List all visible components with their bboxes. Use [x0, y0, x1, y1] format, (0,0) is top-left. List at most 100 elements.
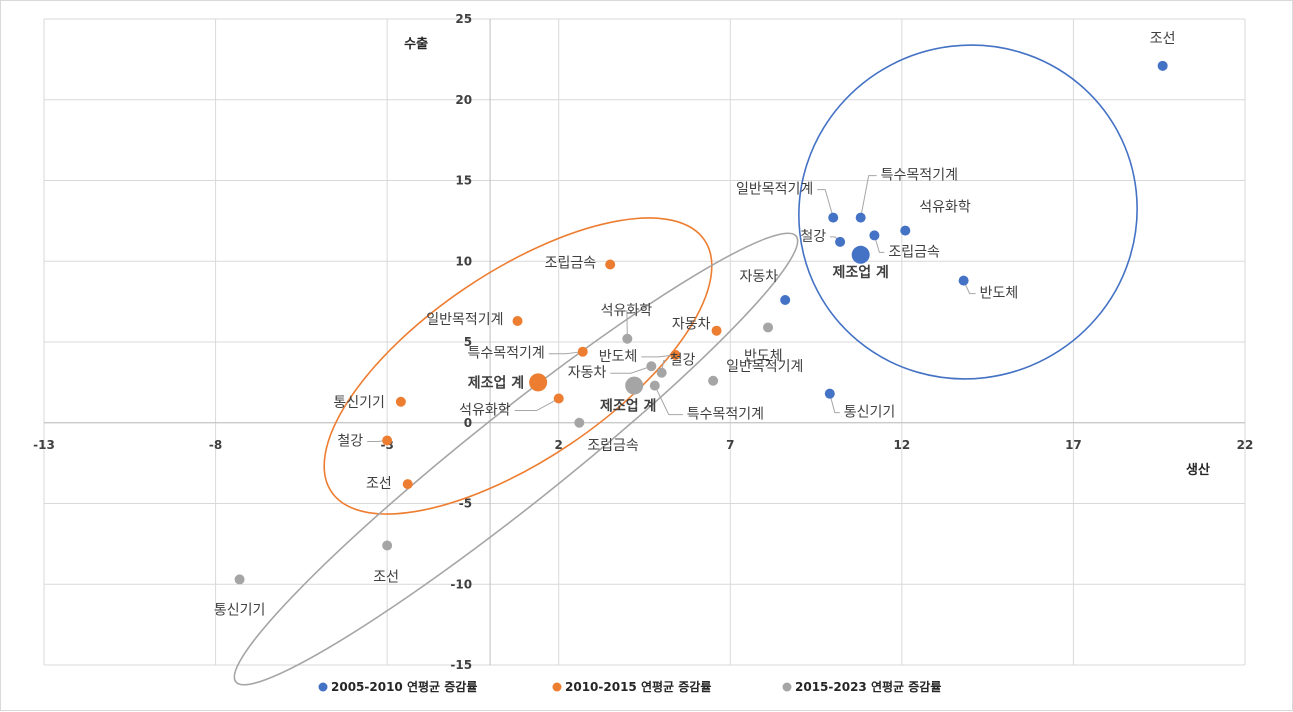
data-label: 자동차 [568, 365, 607, 381]
leader-line [860, 175, 877, 218]
data-label: 철강 [800, 229, 826, 245]
legend-label: 2015-2023 연평균 증감률 [795, 679, 941, 694]
x-tick-label: -8 [209, 438, 222, 452]
data-point [395, 396, 406, 407]
data-points [234, 60, 1168, 585]
data-label: 자동차 [672, 317, 711, 333]
leader-line [817, 189, 834, 218]
leader-line [514, 398, 559, 412]
data-point [512, 316, 523, 327]
data-label: 일반목적기계 [426, 312, 503, 328]
data-label-total: 제조업 계 [832, 265, 888, 281]
data-point [656, 367, 667, 378]
data-point [574, 417, 585, 428]
leader-line [829, 393, 840, 414]
y-tick-label: 0 [464, 416, 472, 430]
data-label: 조립금속 [587, 438, 639, 454]
x-axis-title: 생산 [1186, 462, 1210, 478]
ellipse-2015-2023 [233, 232, 799, 686]
data-label: 석유화학 [601, 303, 653, 319]
data-point [1157, 60, 1168, 71]
data-label: 조선 [373, 569, 399, 585]
leader-line [654, 385, 683, 416]
y-tick-label: 25 [455, 12, 472, 26]
data-label: 조선 [1150, 31, 1176, 47]
group-ellipses [233, 44, 1138, 686]
data-point [824, 388, 835, 399]
data-label: 통신기기 [214, 602, 266, 618]
data-point [711, 325, 722, 336]
data-label: 조선 [366, 476, 392, 492]
legend-label: 2005-2010 연평균 증감률 [331, 679, 477, 694]
data-point [900, 225, 911, 236]
x-tick-label: 17 [1065, 438, 1082, 452]
grid-lines [43, 18, 1246, 666]
data-point [646, 361, 657, 372]
y-tick-label: 15 [455, 174, 472, 188]
ellipse-2010-2015 [323, 217, 713, 515]
leader-line [641, 354, 676, 358]
data-point [869, 230, 880, 241]
y-axis-title: 수출 [404, 36, 428, 52]
data-point [855, 212, 866, 223]
ellipse-2005-2010 [798, 44, 1138, 380]
leader-line [626, 310, 628, 339]
data-point [649, 380, 660, 391]
x-tick-label: 22 [1237, 438, 1254, 452]
x-tick-label: -13 [33, 438, 55, 452]
data-point [382, 435, 393, 446]
data-point [234, 574, 245, 585]
data-point-total [529, 373, 548, 392]
y-tick-label: -10 [450, 577, 472, 591]
data-point [553, 393, 564, 404]
data-label: 통신기기 [333, 395, 385, 411]
data-label: 석유화학 [919, 200, 971, 216]
data-label: 자동차 [740, 269, 779, 285]
x-tick-label: 12 [894, 438, 911, 452]
leader-line [873, 235, 885, 253]
data-point [577, 346, 588, 357]
data-label: 일반목적기계 [736, 182, 813, 198]
label-leader-lines [367, 175, 976, 443]
data-label: 석유화학 [459, 403, 511, 419]
data-label: 반도체 [980, 286, 1019, 302]
legend-label: 2010-2015 연평균 증감률 [565, 679, 711, 694]
data-point [958, 275, 969, 286]
data-label: 특수목적기계 [467, 346, 544, 362]
y-tick-label: 20 [455, 93, 472, 107]
data-point-total [625, 376, 644, 395]
data-label: 조립금속 [545, 255, 597, 271]
data-point [708, 375, 719, 386]
data-point [780, 295, 791, 306]
data-point [622, 333, 633, 344]
data-label: 통신기기 [844, 405, 896, 421]
data-label: 철강 [337, 434, 363, 450]
data-label-total: 제조업 계 [468, 375, 524, 391]
leader-line [548, 351, 583, 355]
leader-line [610, 365, 652, 374]
data-label-total: 제조업 계 [600, 399, 656, 415]
data-label: 특수목적기계 [687, 407, 764, 423]
x-tick-label: 2 [555, 438, 563, 452]
data-label: 철강 [670, 353, 696, 369]
data-label: 일반목적기계 [726, 359, 803, 375]
legend: 2005-2010 연평균 증감률 2010-2015 연평균 증감률 2015-2… [318, 679, 941, 694]
data-point [382, 540, 393, 551]
data-label: 반도체 [744, 348, 783, 364]
data-point [605, 259, 616, 270]
data-label: 특수목적기계 [881, 168, 958, 184]
legend-marker [782, 682, 792, 692]
y-tick-label: 5 [464, 335, 472, 349]
legend-marker [318, 682, 328, 692]
data-point [828, 212, 839, 223]
data-point-total [851, 245, 870, 264]
data-point [835, 236, 846, 247]
x-tick-label: 7 [726, 438, 734, 452]
y-tick-label: 10 [455, 254, 472, 268]
data-point [670, 349, 681, 360]
y-tick-label: -15 [450, 658, 472, 672]
data-point [402, 479, 413, 490]
